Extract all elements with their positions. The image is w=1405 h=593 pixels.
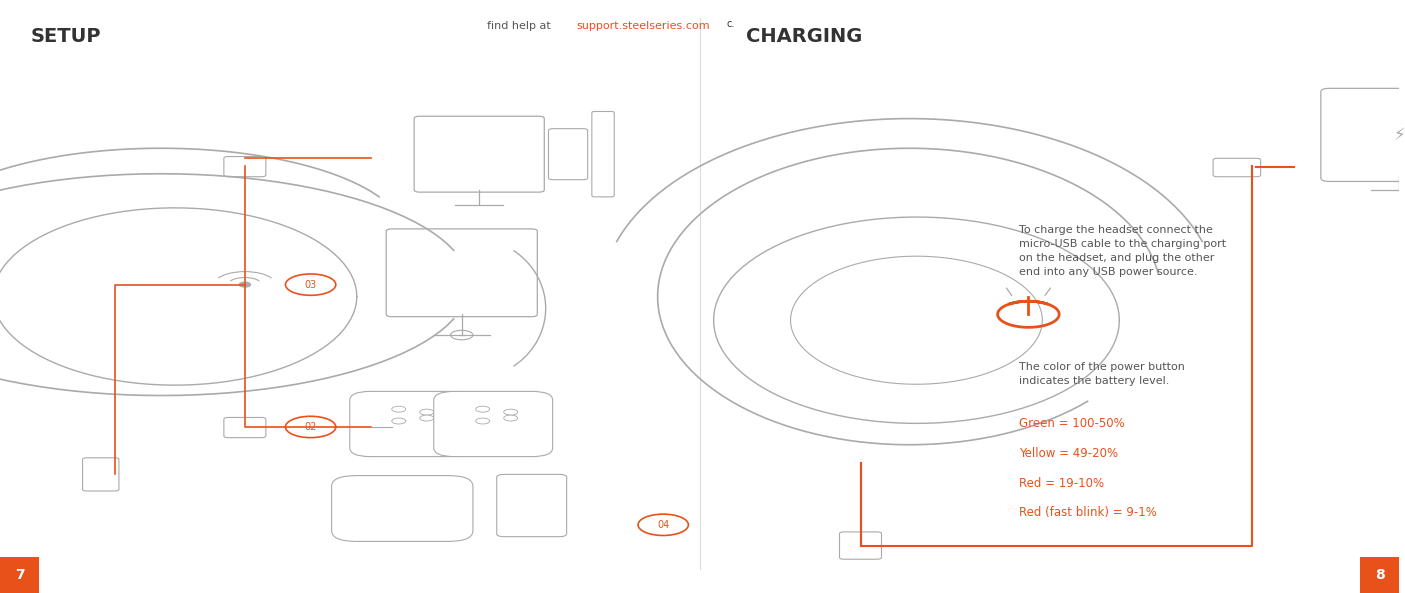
Text: Yellow = 49-20%: Yellow = 49-20% xyxy=(1019,447,1118,460)
Text: 8: 8 xyxy=(1374,568,1384,582)
FancyBboxPatch shape xyxy=(0,557,39,593)
Text: 03: 03 xyxy=(305,280,316,289)
Text: Red (fast blink) = 9-1%: Red (fast blink) = 9-1% xyxy=(1019,506,1156,519)
Circle shape xyxy=(504,415,517,421)
Circle shape xyxy=(285,416,336,438)
Circle shape xyxy=(392,406,406,412)
Text: Green = 100-50%: Green = 100-50% xyxy=(1019,417,1124,431)
Text: ⚡: ⚡ xyxy=(1394,126,1405,144)
FancyBboxPatch shape xyxy=(350,391,469,457)
Circle shape xyxy=(638,514,688,535)
FancyBboxPatch shape xyxy=(548,129,587,180)
Text: The color of the power button
indicates the battery level.: The color of the power button indicates … xyxy=(1019,362,1184,385)
Text: 02: 02 xyxy=(305,422,316,432)
Text: support.steelseries.com: support.steelseries.com xyxy=(576,21,710,31)
FancyBboxPatch shape xyxy=(1213,158,1260,177)
Text: find help at: find help at xyxy=(488,21,554,31)
FancyBboxPatch shape xyxy=(434,391,552,457)
FancyBboxPatch shape xyxy=(386,229,537,317)
FancyBboxPatch shape xyxy=(592,111,614,197)
Circle shape xyxy=(451,330,473,340)
FancyBboxPatch shape xyxy=(1360,557,1399,593)
FancyBboxPatch shape xyxy=(497,474,566,537)
Text: 7: 7 xyxy=(15,568,24,582)
Text: SETUP: SETUP xyxy=(31,27,101,46)
FancyBboxPatch shape xyxy=(840,532,881,559)
Circle shape xyxy=(239,282,250,287)
Text: To charge the headset connect the
micro-USB cable to the charging port
on the he: To charge the headset connect the micro-… xyxy=(1019,225,1225,278)
Circle shape xyxy=(476,406,490,412)
Circle shape xyxy=(392,418,406,424)
Text: Red = 19-10%: Red = 19-10% xyxy=(1019,477,1104,490)
FancyBboxPatch shape xyxy=(223,417,266,438)
Circle shape xyxy=(504,409,517,415)
Circle shape xyxy=(476,418,490,424)
FancyBboxPatch shape xyxy=(1321,88,1405,181)
Circle shape xyxy=(420,409,434,415)
FancyBboxPatch shape xyxy=(223,157,266,177)
Circle shape xyxy=(420,415,434,421)
Text: 04: 04 xyxy=(658,520,669,530)
FancyBboxPatch shape xyxy=(414,116,544,192)
Text: c.: c. xyxy=(726,19,735,29)
FancyBboxPatch shape xyxy=(83,458,119,491)
FancyBboxPatch shape xyxy=(332,476,473,541)
Circle shape xyxy=(285,274,336,295)
Text: CHARGING: CHARGING xyxy=(746,27,863,46)
